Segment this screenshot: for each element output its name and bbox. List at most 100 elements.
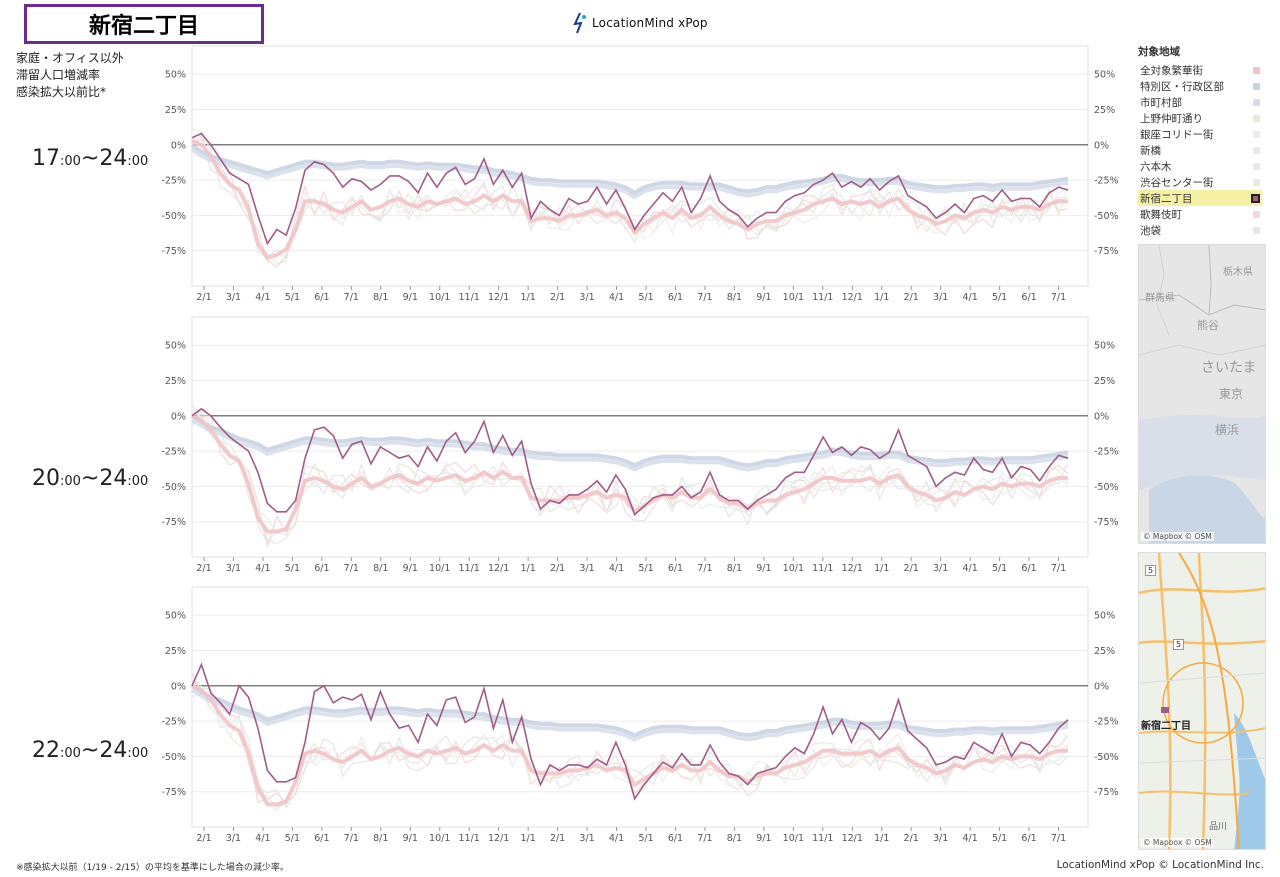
map-credit: © Mapbox © OSM [1141, 532, 1214, 541]
legend-swatch [1253, 162, 1260, 170]
legend-item[interactable]: 新宿二丁目 [1138, 190, 1262, 206]
x-tick-label: 1/1 [520, 563, 535, 573]
x-tick-label: 4/1 [609, 833, 624, 843]
y-tick-label-right: -50% [1094, 482, 1119, 493]
x-tick-label: 2/1 [904, 833, 919, 843]
y-tick-label-left: -50% [161, 211, 186, 222]
x-tick-label: 7/1 [344, 833, 359, 843]
x-tick-label: 7/1 [697, 833, 712, 843]
y-tick-label-right: -75% [1094, 517, 1119, 528]
legend-item[interactable]: 六本木 [1138, 158, 1262, 174]
x-tick-label: 1/1 [874, 292, 889, 302]
x-tick-label: 2/1 [550, 292, 565, 302]
legend-item[interactable]: 銀座コリドー街 [1138, 126, 1262, 142]
x-tick-label: 8/1 [727, 833, 742, 843]
x-tick-label: 3/1 [933, 833, 948, 843]
x-tick-label: 8/1 [373, 563, 388, 573]
x-tick-label: 4/1 [609, 563, 624, 573]
y-tick-label-left: 50% [165, 341, 186, 352]
legend-item-label: 市町村部 [1140, 96, 1182, 109]
y-tick-label-right: -25% [1094, 717, 1119, 728]
legend-item[interactable]: 渋谷センター街 [1138, 174, 1262, 190]
x-tick-label: 5/1 [638, 563, 653, 573]
series-line-all-districts [191, 683, 1068, 807]
x-tick-label: 3/1 [226, 292, 241, 302]
legend-item[interactable]: 新橋 [1138, 142, 1262, 158]
x-tick-label: 12/1 [488, 292, 509, 302]
line-chart-20-24: 50% 50% 25% 25% 0% 0% -25% -25% -50% -50% -75% -75%… [161, 316, 1119, 573]
map-label-kumagaya: 熊谷 [1197, 319, 1219, 332]
x-tick-label: 2/1 [904, 563, 919, 573]
map-label-shinagawa: 品川 [1209, 822, 1228, 832]
x-tick-label: 6/1 [314, 833, 329, 843]
region-map[interactable]: 栃木県 群馬県 熊谷 さいたま 東京 横浜 © Mapbox © OSM [1138, 244, 1266, 544]
y-tick-label-right: 50% [1094, 611, 1115, 622]
x-tick-label: 10/1 [429, 833, 450, 843]
copyright-credit: LocationMind xPop © LocationMind Inc. [1056, 859, 1264, 871]
legend-item[interactable]: 池袋 [1138, 222, 1262, 238]
x-tick-label: 2/1 [550, 833, 565, 843]
map-label-shinjuku-nichome: 新宿二丁目 [1141, 721, 1191, 732]
x-tick-label: 7/1 [697, 292, 712, 302]
x-tick-label: 7/1 [1051, 833, 1066, 843]
series-line-municipal [190, 688, 1069, 742]
x-tick-label: 9/1 [756, 563, 771, 573]
x-tick-label: 6/1 [668, 833, 683, 843]
x-tick-label: 7/1 [344, 292, 359, 302]
y-tick-label-left: -25% [161, 717, 186, 728]
x-tick-label: 8/1 [373, 292, 388, 302]
x-tick-label: 3/1 [933, 292, 948, 302]
y-tick-label-left: -50% [161, 752, 186, 763]
x-tick-label: 2/1 [196, 833, 211, 843]
x-tick-label: 3/1 [226, 833, 241, 843]
x-tick-label: 6/1 [314, 563, 329, 573]
legend-swatch [1253, 114, 1260, 122]
y-tick-label-left: -25% [161, 447, 186, 458]
legend-swatch [1253, 178, 1260, 186]
location-map[interactable]: 5 5 新宿二丁目 品川 © Mapbox © OSM [1138, 552, 1266, 850]
chart-description: 家庭・オフィス以外 滞留人口増減率 感染拡大以前比* [16, 51, 124, 99]
y-tick-label-right: -25% [1094, 176, 1119, 187]
x-tick-label: 5/1 [285, 292, 300, 302]
legend-item[interactable]: 上野仲町通り [1138, 110, 1262, 126]
x-tick-label: 6/1 [668, 563, 683, 573]
y-tick-label-left: 0% [171, 411, 186, 422]
brand-text: LocationMind xPop [592, 16, 708, 30]
x-tick-label: 10/1 [429, 563, 450, 573]
series-line-selected [191, 662, 1069, 801]
legend-item[interactable]: 歌舞伎町 [1138, 206, 1262, 222]
x-tick-label: 7/1 [1051, 563, 1066, 573]
x-tick-label: 4/1 [962, 292, 977, 302]
y-tick-label-left: 50% [165, 611, 186, 622]
x-tick-label: 3/1 [579, 563, 594, 573]
x-tick-label: 11/1 [459, 833, 480, 843]
x-tick-label: 9/1 [756, 292, 771, 302]
legend-item-label: 新宿二丁目 [1140, 192, 1193, 205]
x-tick-label: 8/1 [727, 292, 742, 302]
legend-swatch [1251, 193, 1260, 203]
y-tick-label-right: 25% [1094, 646, 1115, 657]
x-tick-label: 5/1 [992, 563, 1007, 573]
legend-item[interactable]: 特別区・行政区部 [1138, 78, 1262, 94]
legend-item-label: 銀座コリドー街 [1140, 128, 1214, 141]
x-tick-label: 6/1 [1021, 563, 1036, 573]
y-tick-label-left: 0% [171, 140, 186, 151]
location-map-graphic [1139, 553, 1265, 849]
time-label-20-24: 20:00~24:00 [32, 466, 149, 491]
legend-item[interactable]: 全対象繁華街 [1138, 62, 1262, 78]
series-line-ward [190, 414, 1069, 468]
x-tick-label: 5/1 [285, 833, 300, 843]
x-tick-label: 10/1 [783, 833, 804, 843]
series-line-all-districts [191, 413, 1068, 534]
plot-area [191, 316, 1089, 558]
x-tick-label: 9/1 [403, 292, 418, 302]
map-label-yokohama: 横浜 [1215, 423, 1240, 437]
map-label-route-5a: 5 [1145, 565, 1157, 576]
x-tick-label: 5/1 [992, 292, 1007, 302]
x-tick-label: 5/1 [285, 563, 300, 573]
y-tick-label-right: -50% [1094, 211, 1119, 222]
y-tick-label-left: 0% [171, 681, 186, 692]
y-tick-label-right: 25% [1094, 105, 1115, 116]
legend-item[interactable]: 市町村部 [1138, 94, 1262, 110]
x-tick-label: 3/1 [933, 563, 948, 573]
